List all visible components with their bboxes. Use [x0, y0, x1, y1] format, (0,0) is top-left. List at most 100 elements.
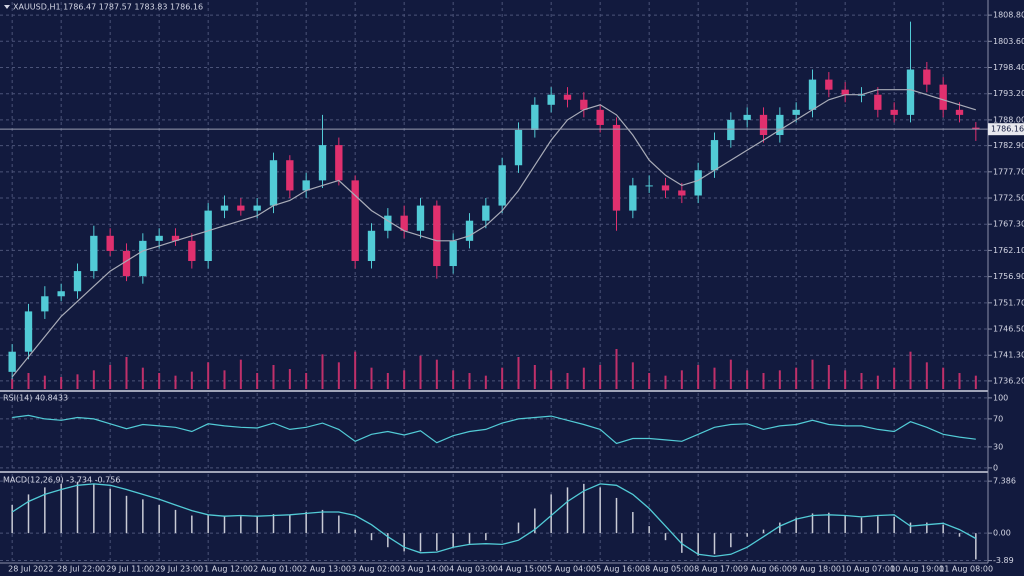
y-tick-label: 1756.90 — [993, 272, 1024, 281]
y-tick-label: 1772.50 — [993, 194, 1024, 203]
last-price-label: 1786.16 — [991, 125, 1024, 134]
candle-body — [302, 180, 310, 191]
y-tick-label: 30 — [993, 442, 1003, 451]
y-tick-label: 7.386 — [993, 477, 1016, 486]
candle-body — [825, 79, 833, 90]
candle-body — [776, 114, 784, 136]
rsi-line — [12, 414, 976, 445]
y-tick-label: 1793.20 — [993, 89, 1024, 98]
candle-body — [204, 210, 212, 262]
candle-body — [155, 235, 163, 241]
x-tick-label: 4 Aug 03:00 — [449, 565, 498, 574]
x-tick-label: 2 Aug 01:00 — [253, 565, 302, 574]
candle-body — [514, 129, 523, 166]
y-tick-label: 1741.30 — [993, 351, 1024, 360]
signal-line — [11, 483, 977, 558]
candle-body — [106, 235, 114, 251]
candle-body — [661, 185, 670, 191]
x-tick-label: 11 Aug 08:00 — [939, 565, 993, 574]
y-tick-label: 1762.10 — [993, 246, 1024, 255]
candle-body — [73, 271, 82, 292]
x-tick-label: 9 Aug 18:00 — [792, 565, 841, 574]
x-tick-label: 10 Aug 07:00 — [841, 565, 895, 574]
x-tick-label: 28 Jul 2022 — [8, 565, 53, 574]
y-tick-label: -3.89 — [993, 556, 1014, 565]
candle-body — [645, 185, 653, 187]
candle-body — [269, 160, 278, 206]
y-tick-label: 1767.30 — [993, 220, 1024, 229]
candle-body — [694, 170, 702, 196]
x-tick-label: 8 Aug 05:00 — [645, 565, 694, 574]
candle-body — [727, 119, 735, 141]
x-tick-label: 8 Aug 17:00 — [694, 565, 743, 574]
y-tick-label: 1788.00 — [993, 115, 1024, 124]
candle-body — [253, 205, 261, 211]
candle-body — [498, 165, 506, 206]
candle-body — [416, 205, 425, 231]
y-tick-label: 1808.80 — [993, 11, 1024, 20]
x-tick-label: 2 Aug 13:00 — [302, 565, 351, 574]
candle-body — [139, 240, 147, 277]
candle-body — [841, 89, 849, 95]
candle-body — [792, 109, 800, 115]
x-tick-label: 28 Jul 22:00 — [57, 565, 105, 574]
candle-body — [563, 94, 572, 100]
candle-body — [188, 240, 196, 262]
x-tick-label: 5 Aug 04:00 — [547, 565, 596, 574]
y-tick-label: 0 — [993, 463, 998, 472]
x-tick-label: 3 Aug 02:00 — [351, 565, 400, 574]
y-tick-label: 1751.70 — [993, 298, 1024, 307]
candle-body — [759, 114, 768, 136]
indicator-title: MACD(12,26,9) -3.734 -0.756 — [3, 476, 120, 485]
x-tick-label: 1 Aug 12:00 — [204, 565, 253, 574]
candle-body — [335, 145, 343, 181]
y-tick-label: 1736.20 — [993, 376, 1024, 385]
candle-body — [433, 205, 441, 267]
candle-body — [531, 104, 539, 130]
x-tick-label: 10 Aug 19:00 — [890, 565, 944, 574]
y-tick-label: 1746.50 — [993, 325, 1024, 334]
candle-body — [237, 205, 245, 211]
candle-body — [710, 140, 719, 171]
candle-body — [743, 114, 751, 120]
x-tick-label: 9 Aug 06:00 — [743, 565, 792, 574]
candle-body — [906, 69, 915, 115]
candle-body — [580, 99, 588, 110]
chart-title: XAUUSD,H1 1786.47 1787.57 1783.83 1786.1… — [13, 3, 203, 12]
x-tick-label: 3 Aug 14:00 — [400, 565, 449, 574]
candle-body — [318, 145, 327, 181]
candle-body — [874, 94, 882, 110]
menu-arrow[interactable] — [4, 5, 10, 9]
candle-body — [547, 94, 555, 105]
candle-body — [90, 235, 98, 272]
candle-body — [400, 215, 408, 231]
candle-body — [465, 220, 474, 241]
y-tick-label: 0.00 — [993, 529, 1011, 538]
candle-body — [122, 250, 131, 277]
moving-average — [11, 89, 976, 378]
candle-body — [972, 127, 980, 130]
y-tick-label: 1782.90 — [993, 141, 1024, 150]
y-tick-label: 1798.40 — [993, 63, 1024, 72]
indicator-title: RSI(14) 40.8433 — [3, 394, 68, 403]
x-tick-label: 5 Aug 16:00 — [596, 565, 645, 574]
x-tick-label: 4 Aug 15:00 — [498, 565, 547, 574]
candle-body — [286, 160, 294, 191]
x-tick-label: 29 Jul 11:00 — [106, 565, 154, 574]
candle-body — [384, 215, 392, 231]
candle-body — [890, 109, 898, 115]
candle-body — [629, 185, 637, 211]
candle-body — [939, 84, 947, 110]
candle-body — [57, 291, 65, 297]
candle-body — [367, 230, 376, 262]
candle-body — [8, 351, 16, 372]
y-tick-label: 100 — [993, 393, 1008, 402]
candle-body — [596, 109, 604, 125]
candle-body — [220, 205, 229, 211]
x-tick-label: 29 Jul 23:00 — [155, 565, 203, 574]
last-price-box — [988, 123, 1024, 136]
candle-body — [449, 240, 457, 267]
candle-body — [923, 69, 931, 85]
